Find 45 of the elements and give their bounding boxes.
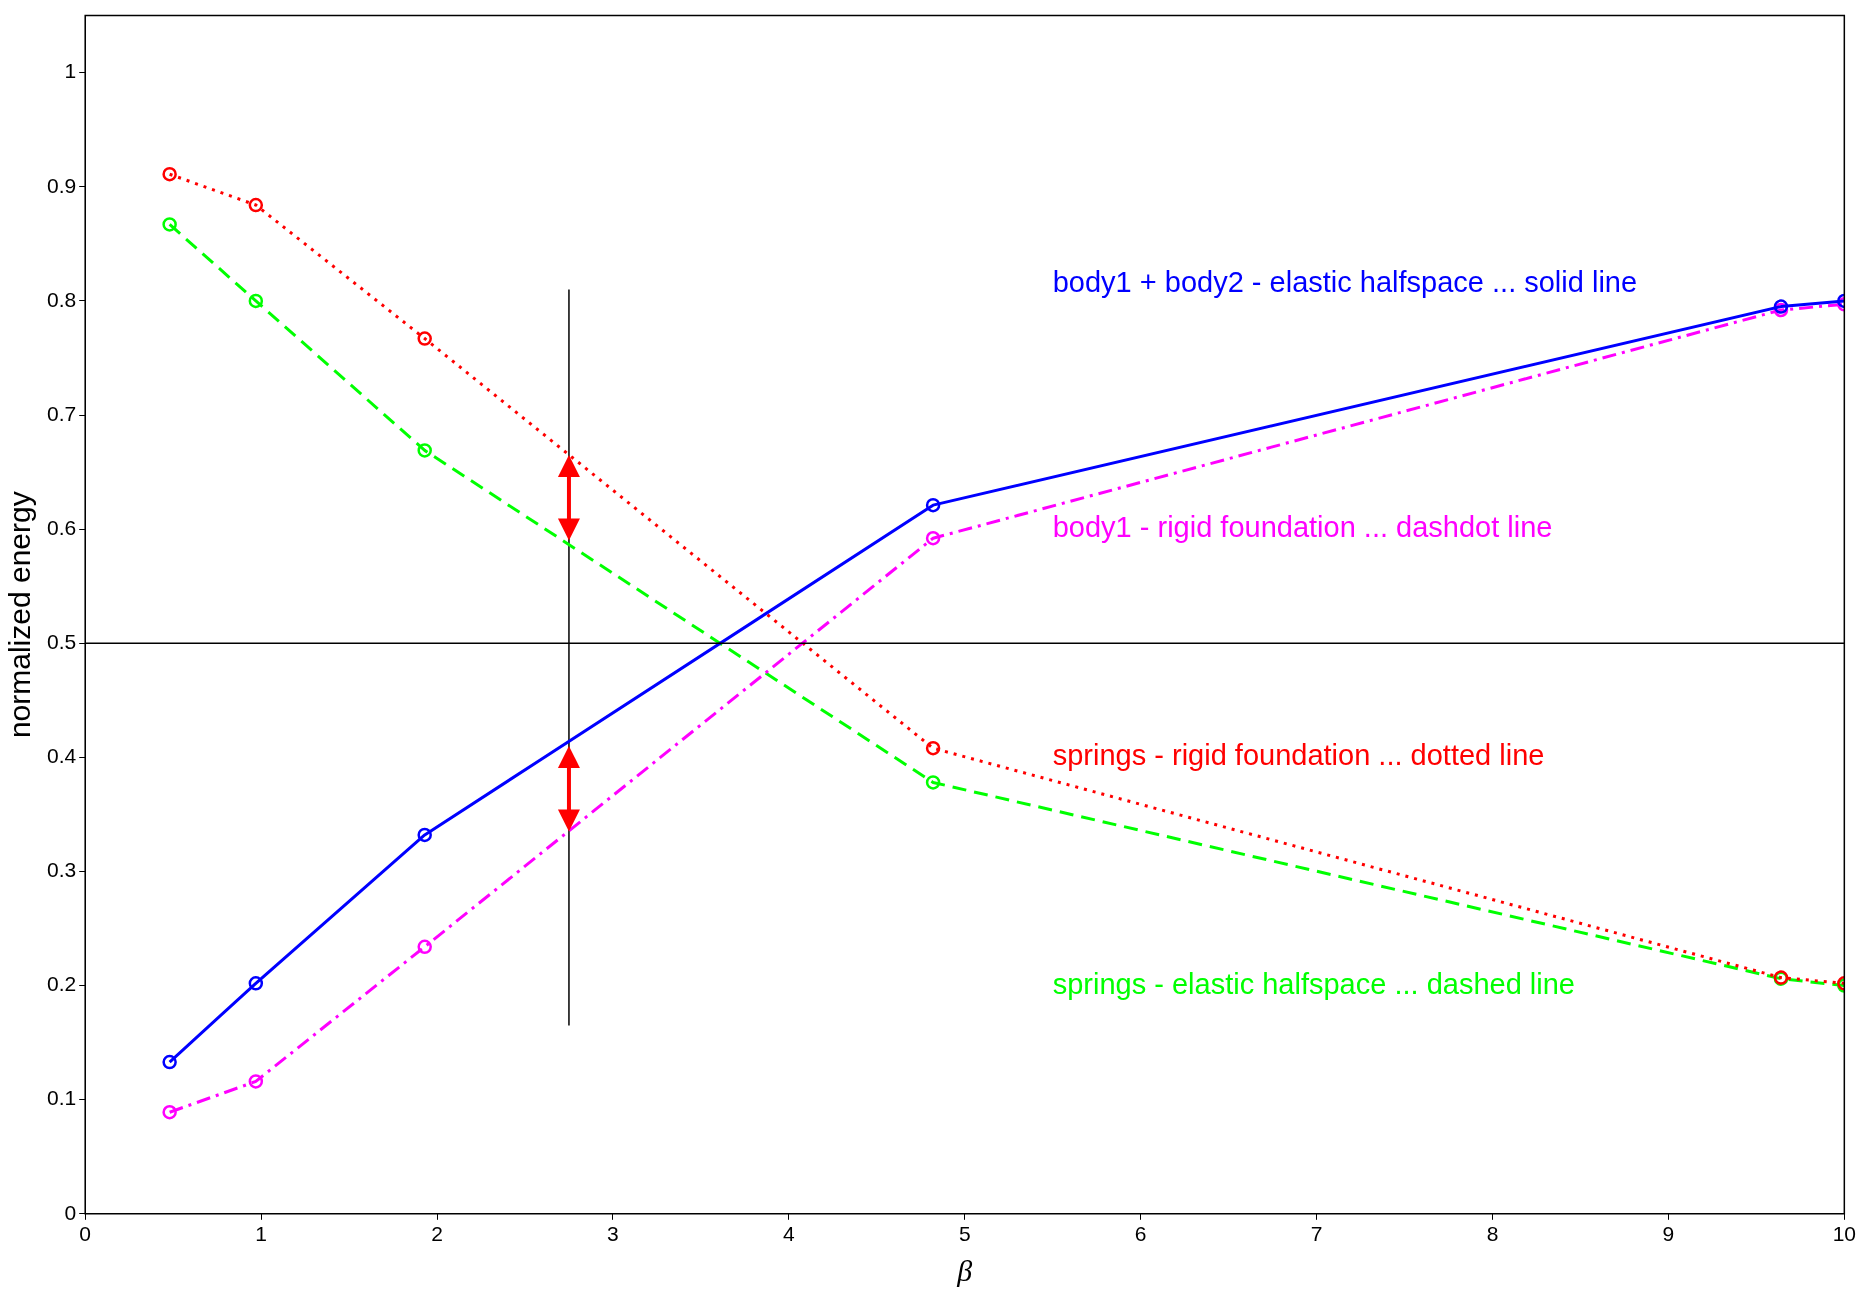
x-tick-label: 7: [1310, 1222, 1323, 1246]
series-label: body1 - rigid foundation ... dashdot line: [1052, 511, 1553, 544]
point: [417, 331, 432, 346]
point: [925, 530, 941, 546]
x-tick-label: 1: [255, 1222, 267, 1246]
point: [248, 197, 264, 213]
x-tick-label: 3: [607, 1222, 619, 1246]
y-tick-label: 0: [64, 1200, 77, 1224]
series-label: springs - rigid foundation ... dotted line: [1052, 739, 1545, 772]
y-tick-label: 0.6: [46, 515, 77, 539]
x-tick-label: 10: [1832, 1222, 1856, 1246]
y-tick-label: 0.3: [46, 858, 77, 882]
y-tick-label: 0.4: [46, 744, 77, 768]
y-tick-label: 0.5: [46, 630, 77, 654]
y-axis-title: normalized energy: [3, 491, 37, 739]
point: [162, 217, 177, 232]
point: [925, 497, 941, 513]
x-tick-label: 0: [79, 1222, 92, 1246]
series-label: springs - elastic halfspace ... dashed line: [1052, 967, 1576, 1000]
point: [925, 775, 941, 790]
point: [162, 166, 177, 182]
x-tick-label: 8: [1486, 1222, 1499, 1246]
point: [162, 1054, 177, 1070]
x-tick-label: 9: [1662, 1222, 1675, 1246]
x-tick-label: 5: [958, 1222, 971, 1246]
point: [248, 1074, 264, 1089]
x-tick-label: 6: [1134, 1222, 1147, 1246]
point: [248, 976, 264, 991]
x-tick-label: 4: [783, 1222, 795, 1246]
y-tick-label: 0.2: [46, 972, 77, 996]
series-label: body1 + body2 - elastic halfspace ... solid line: [1052, 265, 1638, 298]
y-tick-label: 0.1: [46, 1086, 77, 1110]
point: [417, 939, 432, 955]
point: [248, 293, 264, 309]
point: [417, 827, 432, 843]
point: [417, 443, 432, 458]
x-axis-title: β: [956, 1253, 973, 1287]
y-tick-label: 0.8: [46, 287, 77, 311]
point: [162, 1104, 177, 1120]
y-tick-label: 0.7: [46, 401, 77, 425]
y-tick-label: 1: [64, 59, 77, 83]
x-tick-label: 2: [431, 1222, 443, 1246]
point: [1773, 299, 1789, 314]
point: [925, 740, 941, 756]
y-tick-label: 0.9: [46, 173, 77, 197]
